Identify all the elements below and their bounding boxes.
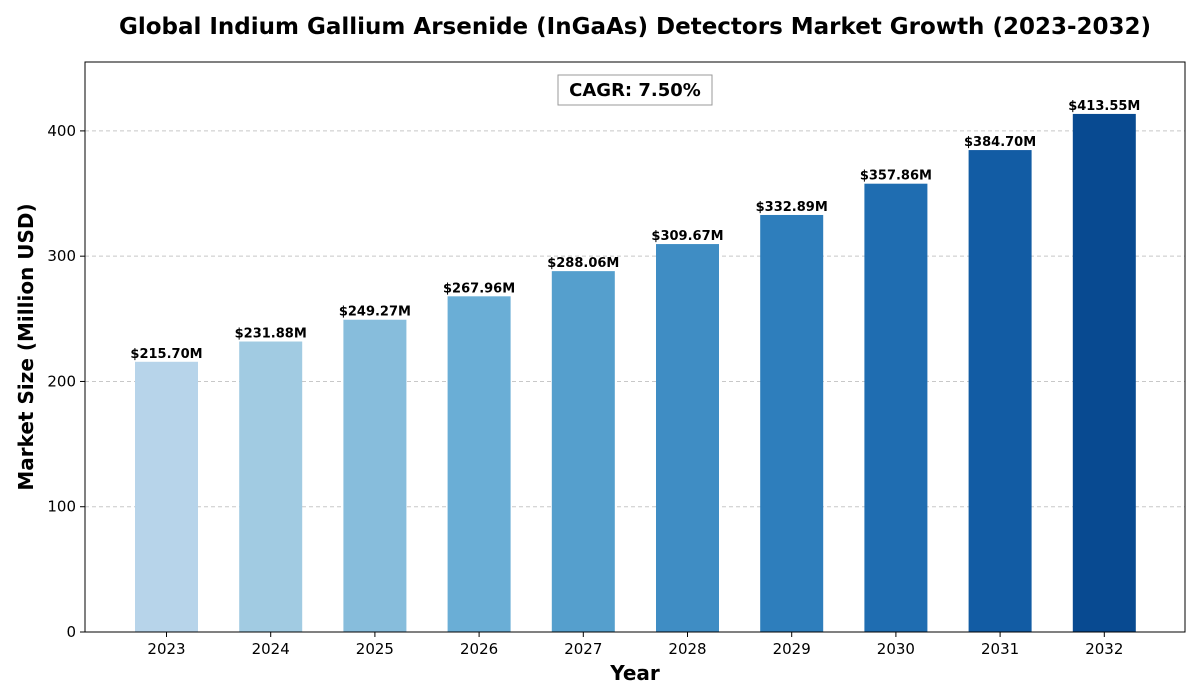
bar-value-label: $215.70M: [130, 347, 202, 362]
bar-2026: [447, 296, 511, 632]
bar-2025: [343, 319, 407, 632]
y-tick-label: 0: [66, 623, 76, 641]
cagr-annotation: CAGR: 7.50%: [557, 74, 713, 106]
y-tick-label: 400: [47, 122, 76, 140]
y-tick-label: 200: [47, 372, 76, 390]
x-tick-label: 2030: [877, 640, 915, 658]
x-tick-label: 2026: [460, 640, 498, 658]
x-tick-label: 2028: [668, 640, 706, 658]
x-axis-ticks: 2023 2024 2025 2026 2027 2028 2029 2030 2031 2032: [147, 632, 1123, 658]
bar-2023: [135, 361, 198, 632]
x-tick-label: 2025: [356, 640, 394, 658]
cagr-box: [557, 74, 713, 106]
bar-2027: [551, 271, 615, 632]
y-tick-label: 100: [47, 498, 76, 516]
x-tick-label: 2024: [252, 640, 290, 658]
bar-value-label: $384.70M: [964, 135, 1036, 150]
bar-value-label: $332.89M: [756, 200, 828, 215]
y-tick-label: 300: [47, 247, 76, 265]
bar-2030: [864, 183, 928, 632]
plot-frame: [84, 61, 1186, 633]
bar-value-label: $309.67M: [651, 229, 723, 244]
x-tick-label: 2027: [564, 640, 602, 658]
bar-value-label: $231.88M: [235, 327, 307, 342]
bar-2028: [656, 244, 719, 632]
bar-value-label: $288.06M: [547, 256, 619, 271]
cagr-text: CAGR: 7.50%: [569, 80, 701, 101]
y-axis-ticks: 0 100 200 300 400: [47, 122, 85, 641]
bar-2031: [968, 150, 1032, 633]
bar-value-label: $267.96M: [443, 281, 515, 296]
x-axis-label: Year: [609, 661, 660, 685]
bar-2024: [239, 341, 303, 632]
bar-value-label: $249.27M: [339, 305, 411, 320]
x-tick-label: 2023: [147, 640, 185, 658]
bar-value-label: $357.86M: [860, 169, 932, 184]
chart-title: Global Indium Gallium Arsenide (InGaAs) …: [119, 14, 1151, 40]
x-tick-label: 2031: [981, 640, 1019, 658]
bar-2029: [760, 214, 824, 632]
bar-2032: [1072, 113, 1136, 632]
x-tick-label: 2032: [1085, 640, 1123, 658]
bar-value-labels: $215.70M $231.88M $249.27M $267.96M $288.06M…: [130, 99, 1140, 362]
bars: [135, 113, 1136, 633]
x-tick-label: 2029: [773, 640, 811, 658]
y-axis-label: Market Size (Million USD): [14, 203, 38, 490]
bar-value-label: $413.55M: [1068, 99, 1140, 114]
